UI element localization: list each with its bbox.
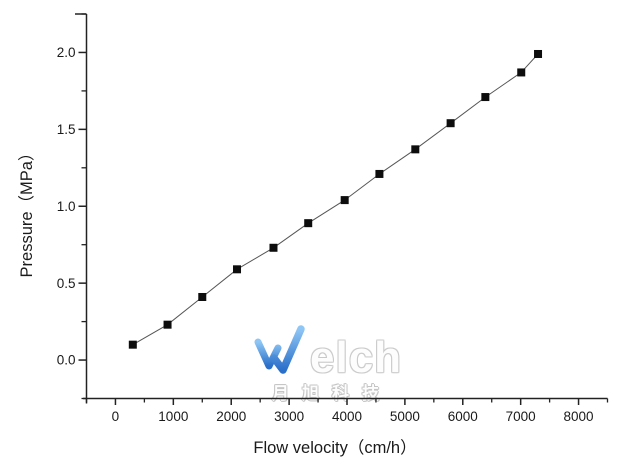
x-tick-label: 1000 bbox=[158, 409, 188, 424]
x-axis-title: Flow velocity（cm/h） bbox=[253, 438, 416, 457]
x-tick-label: 2000 bbox=[216, 409, 246, 424]
data-point-marker bbox=[481, 93, 490, 102]
x-tick-label: 0 bbox=[112, 409, 120, 424]
watermark-brand-text: elch bbox=[310, 332, 403, 382]
data-point-marker bbox=[128, 340, 137, 349]
data-point-marker bbox=[375, 169, 384, 178]
y-axis-title: Pressure（MPa） bbox=[17, 145, 36, 278]
x-tick-label: 5000 bbox=[390, 409, 420, 424]
data-point-marker bbox=[198, 292, 207, 301]
welch-logo-w-left-stroke bbox=[254, 338, 282, 370]
welch-logo-w-right-stroke bbox=[270, 325, 305, 374]
y-tick-label: 1.5 bbox=[57, 122, 76, 137]
data-point-marker bbox=[534, 49, 543, 58]
data-point-marker bbox=[340, 196, 349, 205]
series-line bbox=[132, 53, 539, 346]
data-point-marker bbox=[163, 320, 172, 329]
welch-logo-w-icon bbox=[254, 325, 305, 374]
x-tick-label: 4000 bbox=[332, 409, 362, 424]
x-tick-label: 6000 bbox=[448, 409, 478, 424]
data-point-marker bbox=[517, 68, 526, 77]
x-tick-label: 8000 bbox=[564, 409, 594, 424]
y-tick-label: 0.5 bbox=[57, 276, 76, 291]
watermark-brand-row: elch bbox=[250, 320, 440, 382]
y-tick-label: 1.0 bbox=[57, 199, 76, 214]
data-point-marker bbox=[304, 219, 313, 228]
data-point-marker bbox=[411, 145, 420, 154]
data-point-marker bbox=[446, 119, 455, 128]
x-tick-label: 7000 bbox=[506, 409, 536, 424]
y-tick-label: 2.0 bbox=[57, 45, 76, 60]
y-tick-label: 0.0 bbox=[57, 353, 76, 368]
data-point-marker bbox=[233, 265, 242, 274]
data-point-marker bbox=[269, 243, 278, 252]
x-tick-label: 3000 bbox=[274, 409, 304, 424]
